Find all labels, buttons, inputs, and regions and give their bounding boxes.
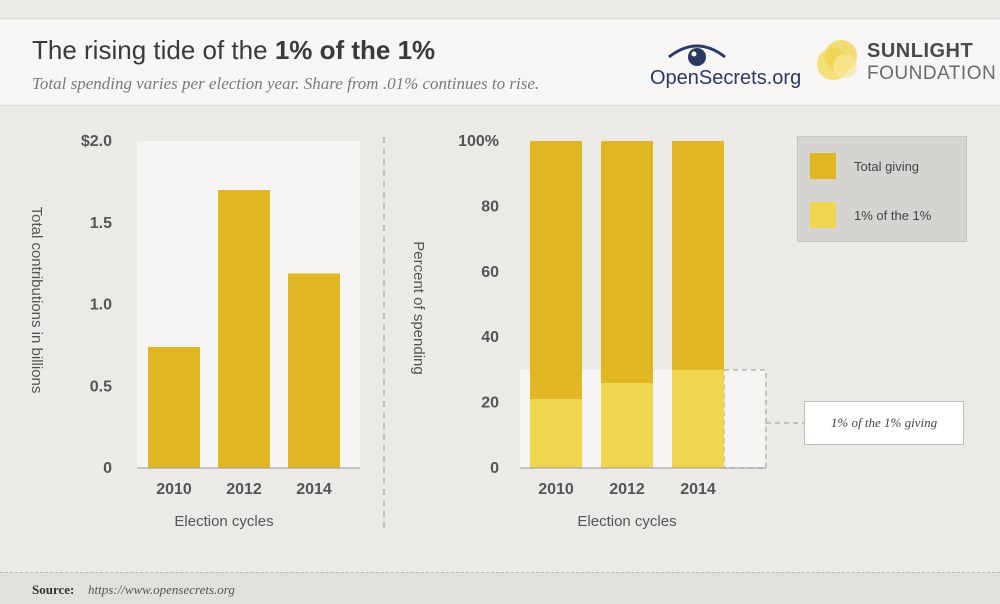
y-tick-label: 1.0 <box>90 297 112 314</box>
bar-2010 <box>148 347 200 468</box>
legend-label-one-pct: 1% of the 1% <box>854 208 932 223</box>
header: The rising tide of the 1% of the 1% Tota… <box>0 18 1000 106</box>
legend-label-total-giving: Total giving <box>854 159 920 174</box>
bar-total-giving-2014 <box>672 141 724 370</box>
y-tick-label: 0 <box>103 460 112 477</box>
y-tick-label: 40 <box>481 329 499 346</box>
bar-total-giving-2012 <box>601 141 653 383</box>
sunlight-wordmark-line2: FOUNDATION <box>867 63 997 84</box>
eye-icon <box>668 44 726 66</box>
y-tick-label: $2.0 <box>81 133 112 150</box>
legend-swatch-one-pct <box>810 202 836 228</box>
y-axis-label: Percent of spending <box>410 241 427 374</box>
sunlight-wordmark-line1: SUNLIGHT <box>867 40 974 62</box>
sunlight-logo: SUNLIGHT FOUNDATION <box>815 36 996 96</box>
bar-2012 <box>218 190 270 469</box>
source-label: Source: <box>32 582 75 597</box>
x-tick-label: 2012 <box>226 481 262 498</box>
page-title: The rising tide of the 1% of the 1% <box>32 35 436 65</box>
source-url[interactable]: https://www.opensecrets.org <box>88 582 235 597</box>
legend-swatch-total-giving <box>810 153 836 179</box>
opensecrets-logo: OpenSecrets.org <box>650 39 802 89</box>
y-tick-label: 60 <box>481 264 499 281</box>
page-subtitle: Total spending varies per election year.… <box>32 74 540 93</box>
y-tick-label: 100% <box>458 133 499 150</box>
x-tick-label: 2012 <box>609 481 645 498</box>
y-tick-label: 1.5 <box>90 215 112 232</box>
bar-one-pct-2012 <box>601 382 653 468</box>
y-axis-label: Total contributions in billions <box>28 207 45 394</box>
bar-2014 <box>288 273 340 468</box>
annotation-text: 1% of the 1% giving <box>830 415 938 430</box>
bar-one-pct-2014 <box>672 369 724 468</box>
x-tick-label: 2010 <box>538 481 574 498</box>
sunlight-mark-icon <box>817 40 857 80</box>
highlight-bracket <box>723 369 767 469</box>
bar-total-giving-2010 <box>530 141 582 400</box>
y-tick-label: 20 <box>481 395 499 412</box>
opensecrets-wordmark: OpenSecrets.org <box>650 67 802 89</box>
y-tick-label: 0 <box>490 460 499 477</box>
footer: Source: https://www.opensecrets.org <box>0 572 1000 604</box>
x-axis-label: Election cycles <box>577 513 676 530</box>
x-axis-label: Election cycles <box>174 513 273 530</box>
bar-one-pct-2010 <box>530 399 582 468</box>
x-tick-label: 2014 <box>680 481 716 498</box>
x-tick-label: 2014 <box>296 481 332 498</box>
chart-legend: Total giving 1% of the 1% <box>797 136 967 242</box>
x-tick-label: 2010 <box>156 481 192 498</box>
y-tick-label: 80 <box>481 198 499 215</box>
annotation-callout: 1% of the 1% giving <box>804 401 964 445</box>
y-tick-label: 0.5 <box>90 378 112 395</box>
